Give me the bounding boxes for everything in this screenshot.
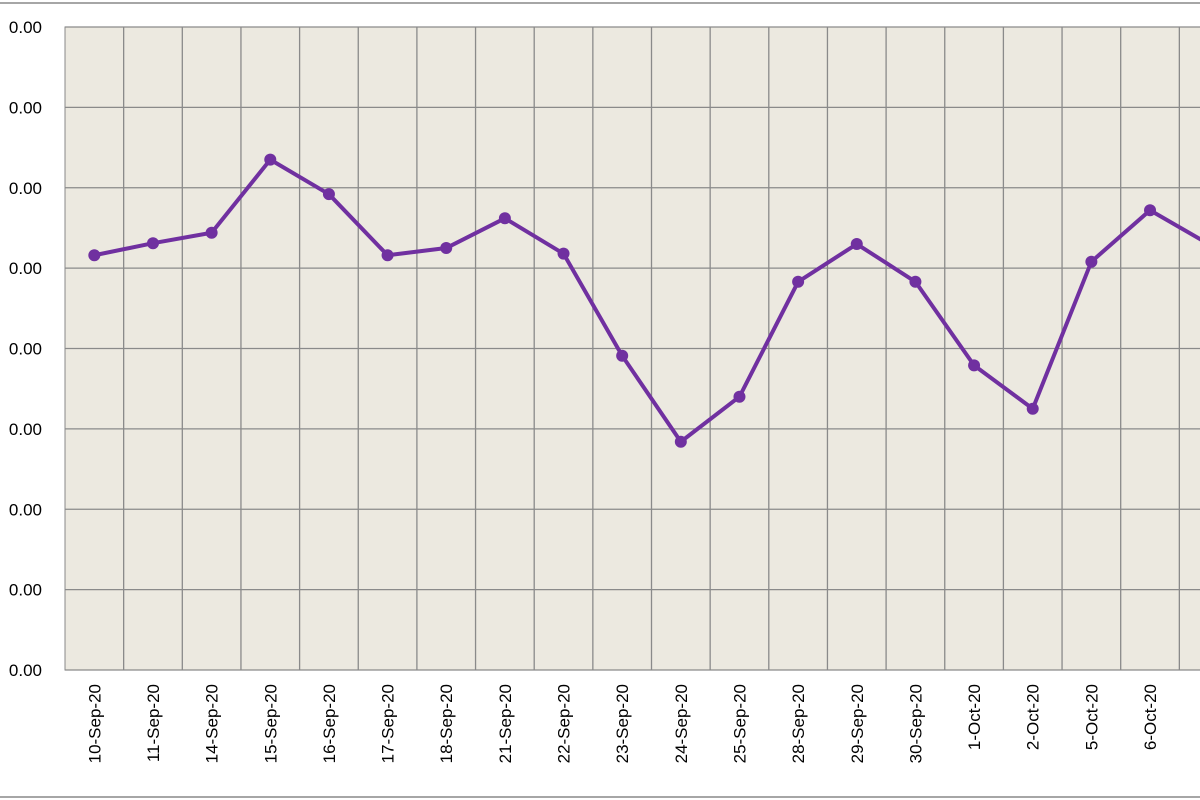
series-line	[93, 157, 1200, 444]
y-tick-label: 0.00	[9, 661, 42, 680]
y-tick-label: 0.00	[9, 340, 42, 359]
x-tick-label: 23-Sep-20	[613, 684, 632, 763]
data-point	[381, 249, 394, 262]
data-point	[850, 238, 863, 251]
data-point	[498, 212, 511, 225]
data-point	[88, 249, 101, 262]
data-point	[733, 390, 746, 403]
x-tick-label: 6-Oct-20	[1141, 684, 1160, 750]
y-tick-label: 0.00	[9, 98, 42, 117]
y-tick-label: 0.00	[9, 420, 42, 439]
y-tick-label: 0.00	[9, 259, 42, 278]
data-point	[264, 153, 277, 166]
data-point	[792, 275, 805, 288]
x-tick-label: 24-Sep-20	[672, 684, 691, 763]
x-tick-label: 18-Sep-20	[437, 684, 456, 763]
x-tick-label: 14-Sep-20	[203, 684, 222, 763]
x-tick-label: 10-Sep-20	[85, 684, 104, 763]
data-point	[205, 226, 218, 239]
data-point	[968, 359, 981, 372]
data-point	[557, 247, 570, 260]
x-tick-label: 11-Sep-20	[144, 684, 163, 762]
y-tick-label: 0.00	[9, 18, 42, 37]
data-point	[1085, 255, 1098, 268]
y-tick-label: 0.00	[9, 179, 42, 198]
data-point	[322, 188, 335, 201]
data-point	[674, 435, 687, 448]
x-tick-label: 25-Sep-20	[730, 684, 749, 763]
data-point	[909, 275, 922, 288]
data-point	[440, 242, 453, 255]
x-tick-label: 5-Oct-20	[1082, 684, 1101, 750]
x-tick-label: 30-Sep-20	[906, 684, 925, 763]
x-tick-label: 17-Sep-20	[379, 684, 398, 763]
x-tick-label: 21-Sep-20	[496, 684, 515, 763]
x-tick-label: 22-Sep-20	[555, 684, 574, 763]
x-tick-label: 29-Sep-20	[848, 684, 867, 763]
y-tick-label: 0.00	[9, 500, 42, 519]
x-tick-label: 2-Oct-20	[1024, 684, 1043, 750]
x-tick-label: 1-Oct-20	[965, 684, 984, 750]
data-point	[146, 237, 159, 250]
data-point	[1144, 204, 1157, 217]
x-tick-label: 16-Sep-20	[320, 684, 339, 763]
x-tick-label: 28-Sep-20	[789, 684, 808, 763]
y-tick-label: 0.00	[9, 581, 42, 600]
data-point	[616, 349, 629, 362]
x-tick-label: 15-Sep-20	[261, 684, 280, 763]
data-point	[1026, 402, 1039, 415]
